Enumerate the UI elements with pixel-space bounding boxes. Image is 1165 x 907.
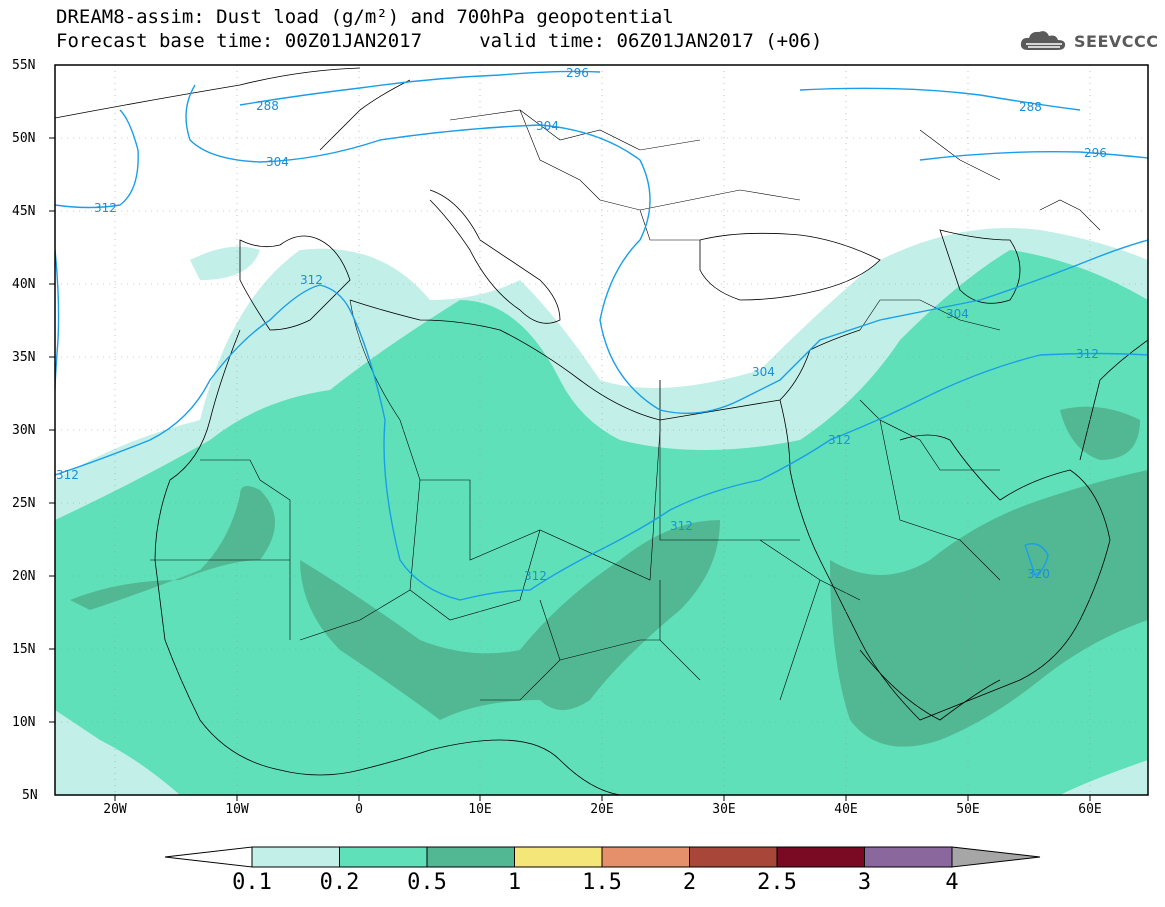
colorbar-segment xyxy=(426,846,515,868)
lat-label-55n: 55N xyxy=(12,58,35,73)
contour-label-304-central: 304 xyxy=(536,119,559,133)
colorbar-segment xyxy=(776,846,865,868)
country-borders xyxy=(150,109,1101,701)
contour-label-288-west: 288 xyxy=(256,99,279,113)
contour-label-296-north: 296 xyxy=(566,66,589,80)
lat-label-30n: 30N xyxy=(12,423,35,438)
colorbar-over-arrow xyxy=(951,846,1041,868)
contour-label-312-sudan: 312 xyxy=(670,519,693,533)
colorbar-level-label: 3 xyxy=(857,870,872,895)
contour-label-312-arabia: 312 xyxy=(828,433,851,447)
lon-label-20w: 20W xyxy=(103,802,127,817)
map-title: DREAM8-assim: Dust load (g/m²) and 700hP… xyxy=(56,6,674,28)
forecast-time-line: Forecast base time: 00Z01JAN2017 valid t… xyxy=(56,30,823,52)
cloud-icon xyxy=(1020,31,1066,50)
lat-label-50n: 50N xyxy=(12,131,35,146)
colorbar-segment xyxy=(339,846,428,868)
colorbar-level-label: 1 xyxy=(507,870,522,895)
colorbar-level-label: 2 xyxy=(682,870,697,895)
contour-label-312-atlantic: 312 xyxy=(56,468,79,482)
logo-text: SEEVCCC xyxy=(1074,31,1159,51)
contour-label-304-caspian: 304 xyxy=(946,307,969,321)
seevccc-logo: SEEVCCC xyxy=(1018,26,1159,56)
longitude-ticks xyxy=(114,795,1091,801)
colorbar-level-label: 0.1 xyxy=(232,870,272,895)
lat-label-35n: 35N xyxy=(12,350,35,365)
contour-label-312-west: 312 xyxy=(94,201,117,215)
coastlines xyxy=(55,67,1148,795)
contour-label-320-oman: 320 xyxy=(1027,567,1050,581)
colorbar-segment xyxy=(251,846,340,868)
dust-shading-high xyxy=(70,406,1148,747)
lat-label-10n: 10N xyxy=(12,715,35,730)
geopotential-contours xyxy=(55,70,1148,601)
colorbar-segment xyxy=(514,846,603,868)
colorbar-level-label: 4 xyxy=(945,870,959,895)
lon-label-30e: 30E xyxy=(712,802,735,817)
lat-label-40n: 40N xyxy=(12,277,35,292)
contour-label-304-levant: 304 xyxy=(752,365,775,379)
colorbar-level-label: 2.5 xyxy=(757,870,797,895)
gridlines xyxy=(55,65,1148,795)
lon-label-20e: 20E xyxy=(590,802,613,817)
contour-label-304-west: 304 xyxy=(266,155,289,169)
contour-label-296-east: 296 xyxy=(1084,146,1107,160)
lat-label-20n: 20N xyxy=(12,569,35,584)
lon-label-50e: 50E xyxy=(956,802,979,817)
lon-label-0: 0 xyxy=(355,802,363,817)
lon-label-60e: 60E xyxy=(1078,802,1101,817)
colorbar-segment xyxy=(864,846,953,868)
contour-label-312-east: 312 xyxy=(1076,347,1099,361)
colorbar-segment xyxy=(601,846,690,868)
latitude-ticks xyxy=(49,137,55,723)
lat-label-15n: 15N xyxy=(12,642,35,657)
contour-labels: 288 296 304 312 288 296 304 312 312 304 … xyxy=(56,66,1107,583)
colorbar-level-label: 0.2 xyxy=(319,870,360,895)
lat-label-5n: 5N xyxy=(22,788,38,803)
colorbar-under-arrow xyxy=(164,846,253,868)
colorbar-level-label: 1.5 xyxy=(582,870,622,895)
longitude-labels: 20W 10W 0 10E 20E 30E 40E 50E 60E xyxy=(103,802,1101,817)
colorbar-level-label: 0.5 xyxy=(407,870,447,895)
map-plot-area: 288 296 304 312 288 296 304 312 312 304 … xyxy=(55,65,1148,795)
contour-label-288-east: 288 xyxy=(1019,100,1042,114)
colorbar-segment xyxy=(689,846,778,868)
latitude-labels: 55N 50N 45N 40N 35N 30N 25N 20N 15N 10N … xyxy=(12,58,38,803)
lon-label-40e: 40E xyxy=(834,802,857,817)
contour-label-312-iberia: 312 xyxy=(300,273,323,287)
lat-label-45n: 45N xyxy=(12,204,35,219)
lat-label-25n: 25N xyxy=(12,496,35,511)
colorbar xyxy=(164,846,1041,868)
lon-label-10e: 10E xyxy=(468,802,491,817)
lon-label-10w: 10W xyxy=(225,802,249,817)
